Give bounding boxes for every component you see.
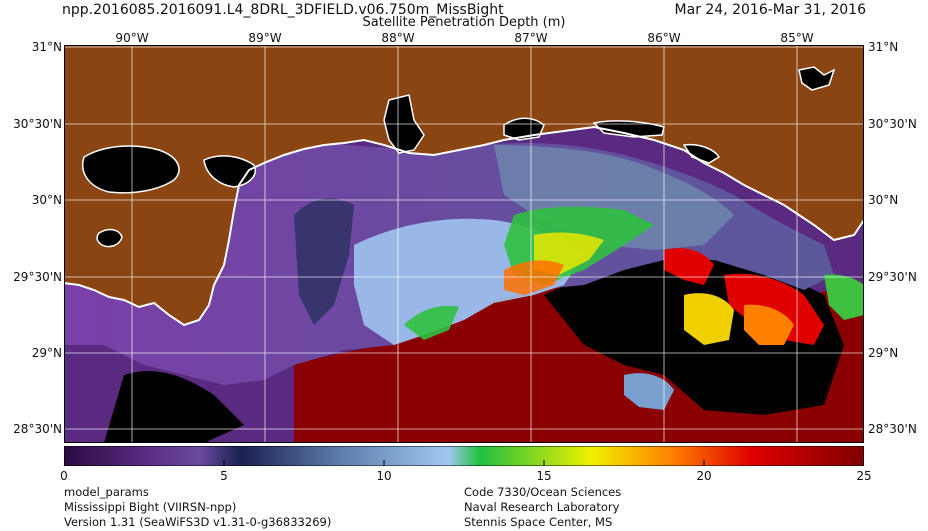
lat-label-left-29n: 29°N — [31, 346, 62, 360]
east-yellow-patch — [684, 293, 734, 345]
lon-label-88w: 88°W — [381, 31, 415, 45]
lat-label-right-30-30n: 30°30'N — [868, 117, 917, 131]
no-data-cloud-south — [104, 371, 244, 443]
colorbar-tick-25: 25 — [856, 469, 872, 483]
lat-label-left-30n: 30°N — [31, 193, 62, 207]
lon-label-87w: 87°W — [514, 31, 548, 45]
coastline — [64, 125, 864, 327]
lake-pontchartrain — [82, 145, 180, 194]
east-red-front — [664, 248, 714, 285]
footer-left-line-1: model_params — [64, 485, 149, 499]
apalachicola-bay — [798, 66, 836, 91]
date-range: Mar 24, 2016-Mar 31, 2016 — [674, 2, 866, 18]
choctawhatchee-bay — [592, 120, 665, 138]
lat-label-right-29n: 29°N — [868, 346, 899, 360]
product-title: npp.2016085.2016091.L4_8DRL_3DFIELD.v06.… — [62, 2, 504, 18]
footer-left-line-3: Version 1.31 (SeaWiFS3D v1.31-0-g3683326… — [64, 515, 332, 529]
footer-left-line-2: Mississippi Bight (VIIRSN-npp) — [64, 500, 237, 514]
lat-label-left-28-30n: 28°30'N — [13, 422, 62, 436]
footer-right-line-3: Stennis Space Center, MS — [464, 515, 613, 529]
colorbar-tick-20: 20 — [696, 469, 712, 483]
east-blue-patch — [624, 373, 674, 410]
colorbar-tick-10: 10 — [376, 469, 392, 483]
lat-label-right-29-30n: 29°30'N — [868, 270, 917, 284]
lat-label-left-31n: 31°N — [31, 40, 62, 54]
lon-label-89w: 89°W — [248, 31, 282, 45]
east-orange-patch — [744, 304, 794, 345]
map-subtitle: Satellite Penetration Depth (m) — [362, 15, 566, 30]
plume-dark-blue — [294, 198, 354, 325]
footer-right-line-1: Code 7330/Ocean Sciences — [464, 485, 622, 499]
penetration-depth-map — [64, 45, 864, 443]
st-andrew-bay — [682, 143, 721, 164]
front-green-coast — [404, 305, 459, 340]
lake-maurepas — [96, 228, 123, 248]
colorbar — [64, 446, 864, 466]
lat-label-right-28-30n: 28°30'N — [868, 422, 917, 436]
lon-label-85w: 85°W — [780, 31, 814, 45]
east-green-patch — [824, 274, 864, 320]
lon-label-90w: 90°W — [115, 31, 149, 45]
colorbar-tick-0: 0 — [60, 469, 68, 483]
footer-right-line-2: Naval Research Laboratory — [464, 500, 620, 514]
colorbar-tick-5: 5 — [220, 469, 228, 483]
lat-label-right-30n: 30°N — [868, 193, 899, 207]
front-orange-west — [504, 260, 564, 295]
colorbar-tick-15: 15 — [536, 469, 552, 483]
lat-label-left-30-30n: 30°30'N — [13, 117, 62, 131]
map-gridlines — [64, 45, 864, 443]
lat-label-left-29-30n: 29°30'N — [13, 270, 62, 284]
colorbar-tick-marks — [64, 460, 864, 466]
lon-label-86w: 86°W — [647, 31, 681, 45]
lat-label-right-31n: 31°N — [868, 40, 899, 54]
